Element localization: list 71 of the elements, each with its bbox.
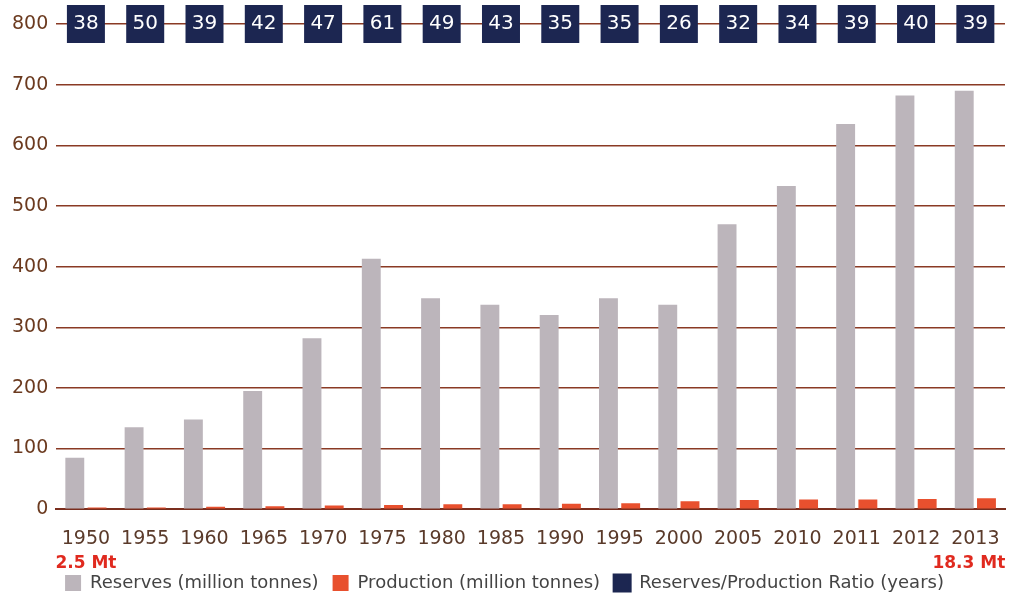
bar: [799, 499, 819, 509]
bar: [858, 499, 878, 509]
bar: [480, 304, 500, 509]
x-tick-label: 1985: [476, 525, 526, 548]
x-tick-label: 2012: [891, 525, 941, 548]
annotation: 49: [428, 10, 455, 35]
bar: [680, 501, 700, 509]
y-tick-label: 400: [12, 253, 49, 276]
text: 18.3 Mt: [932, 551, 1006, 572]
y-tick-label: 300: [12, 314, 49, 337]
x-tick-label: 2005: [713, 525, 763, 548]
annotation: 35: [547, 10, 574, 35]
annotation: 47: [310, 10, 336, 35]
bar: [739, 500, 759, 509]
annotation: 39: [191, 10, 218, 35]
bar: [302, 338, 322, 509]
annotation: 32: [725, 10, 751, 35]
bar: [954, 90, 974, 509]
annotation: 39: [844, 10, 870, 35]
legend-label: Reserves/Production Ratio (years): [639, 570, 944, 592]
bar: [361, 258, 381, 509]
y-tick-label: 100: [12, 435, 49, 458]
bar: [502, 504, 522, 509]
bar: [599, 298, 618, 509]
annotation: 38: [73, 10, 99, 35]
x-tick-label: 2000: [654, 525, 704, 548]
x-tick-label: 1960: [180, 525, 229, 548]
y-tick-label: 500: [12, 192, 49, 215]
bar: [243, 390, 263, 509]
annotation: 42: [251, 10, 277, 35]
annotation: 61: [369, 10, 396, 35]
y-tick-label: 800: [12, 10, 49, 33]
bar: [65, 457, 85, 509]
bar: [658, 304, 678, 509]
legend-label: Reserves (million tonnes): [90, 570, 319, 592]
bar: [539, 315, 559, 509]
bar: [977, 498, 996, 509]
bar: [895, 95, 915, 509]
annotation: 50: [132, 10, 158, 35]
bar: [443, 504, 463, 509]
annotation: 35: [606, 10, 633, 35]
x-tick-label: 2013: [951, 525, 1000, 548]
annotation: 34: [784, 10, 811, 35]
x-tick-label: 1965: [239, 525, 288, 548]
x-tick-label: 1975: [358, 525, 407, 548]
y-tick-label: 600: [12, 132, 49, 155]
bar: [836, 124, 856, 509]
legend-label: Production (million tonnes): [357, 570, 601, 592]
x-tick-label: 1980: [417, 525, 466, 548]
y-tick-label: 0: [36, 496, 49, 519]
bar: [183, 419, 203, 509]
bar: [776, 185, 796, 509]
annotation: 26: [666, 10, 692, 35]
x-tick-label: 1995: [595, 525, 644, 548]
annotation: 39: [962, 10, 989, 35]
bar: [621, 503, 641, 509]
y-tick-label: 700: [12, 71, 49, 94]
y-tick-label: 200: [12, 374, 49, 397]
annotation: 40: [903, 10, 929, 35]
x-tick-label: 1990: [536, 525, 585, 548]
x-tick-label: 1970: [298, 525, 348, 548]
x-tick-label: 1955: [121, 525, 170, 548]
text: 2.5 Mt: [55, 551, 117, 572]
bar: [421, 298, 441, 509]
bar: [917, 498, 937, 509]
bar: [124, 427, 144, 509]
annotation: 43: [488, 10, 514, 35]
bar: [717, 224, 737, 509]
x-tick-label: 2010: [773, 525, 822, 548]
x-tick-label: 2011: [832, 525, 881, 548]
x-tick-label: 1950: [61, 525, 111, 548]
